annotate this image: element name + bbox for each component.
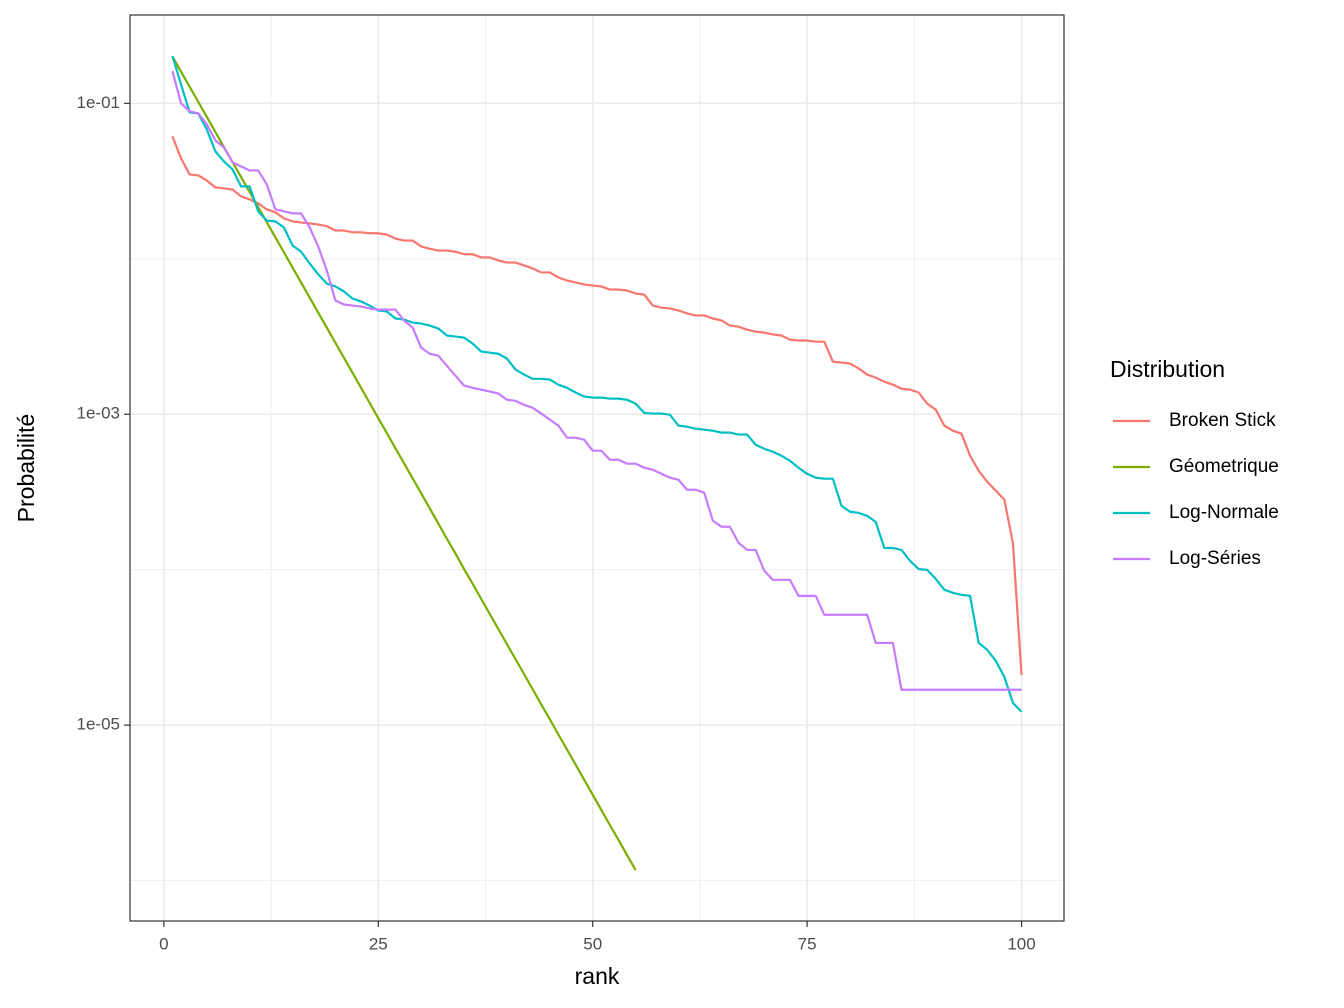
x-tick-label: 75 bbox=[798, 934, 817, 953]
y-axis-title: Probabilité bbox=[13, 414, 39, 523]
lines bbox=[171, 55, 1023, 871]
y-tick-label: 1e-03 bbox=[77, 404, 120, 423]
legend-label: Broken Stick bbox=[1169, 410, 1276, 431]
x-tick-label: 0 bbox=[159, 934, 168, 953]
panel-border bbox=[129, 14, 1065, 922]
y-tick-label: 1e-01 bbox=[77, 93, 120, 112]
x-tick-label: 25 bbox=[369, 934, 388, 953]
x-axis-title: rank bbox=[575, 963, 620, 989]
legend-label: Log-Normale bbox=[1169, 502, 1279, 523]
x-tick-label: 100 bbox=[1007, 934, 1035, 953]
y-tick-label: 1e-05 bbox=[77, 715, 120, 734]
legend-label: Géometrique bbox=[1169, 456, 1279, 477]
legend-title: Distribution bbox=[1110, 356, 1225, 382]
x-tick-label: 50 bbox=[583, 934, 602, 953]
legend-label: Log-Séries bbox=[1169, 548, 1261, 569]
series-line bbox=[171, 70, 1022, 691]
series-line bbox=[171, 135, 1023, 676]
grid bbox=[130, 15, 1064, 921]
series-line bbox=[171, 55, 1023, 713]
series-line bbox=[171, 55, 637, 871]
